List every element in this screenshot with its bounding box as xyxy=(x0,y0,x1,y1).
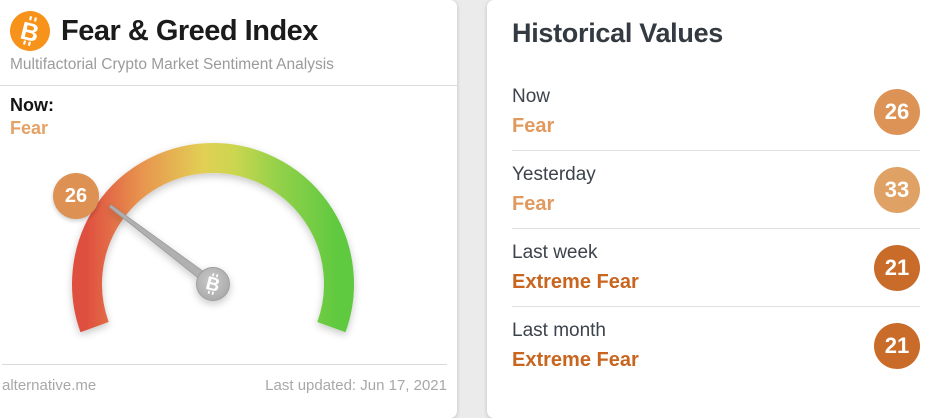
bitcoin-icon: B xyxy=(10,11,50,51)
gauge-hub xyxy=(196,267,230,301)
header-divider xyxy=(0,85,457,86)
svg-text:B: B xyxy=(204,273,222,297)
history-row-yesterday: Yesterday Fear 33 xyxy=(512,151,920,229)
gauge-value-badge: 26 xyxy=(53,173,99,219)
gauge-arc xyxy=(72,143,354,333)
historical-values-title: Historical Values xyxy=(512,18,724,48)
history-period-label: Last week xyxy=(512,241,598,263)
history-classification: Fear xyxy=(512,192,555,215)
historical-values-card: Historical Values Now Fear 26 Yesterday … xyxy=(487,0,937,418)
card-footer: alternative.me Last updated: Jun 17, 202… xyxy=(2,364,447,394)
history-classification: Fear xyxy=(512,114,555,137)
history-row-last-month: Last month Extreme Fear 21 xyxy=(512,307,920,385)
history-value-badge: 21 xyxy=(874,323,920,369)
history-classification: Extreme Fear xyxy=(512,270,639,293)
widget-subtitle: Multifactorial Crypto Market Sentiment A… xyxy=(10,56,334,73)
history-value-badge: 21 xyxy=(874,244,920,291)
bitcoin-hub-icon: B xyxy=(204,273,222,297)
gauge-chart: B xyxy=(72,143,354,333)
history-classification: Extreme Fear xyxy=(512,349,639,371)
history-value-badge: 26 xyxy=(874,88,920,135)
bitcoin-icon-circle xyxy=(10,11,50,51)
now-classification: Fear xyxy=(10,117,49,138)
history-row-now: Now Fear 26 xyxy=(512,73,920,151)
history-row-last-week: Last week Extreme Fear 21 xyxy=(512,229,920,307)
history-period-label: Last month xyxy=(512,320,606,341)
historical-values-list: Now Fear 26 Yesterday Fear 33 Last week … xyxy=(512,73,920,385)
history-period-label: Now xyxy=(512,85,551,107)
last-updated-text: Last updated: Jun 17, 2021 xyxy=(265,377,447,394)
fear-greed-card: B Fear & Greed Index Multifactorial Cryp… xyxy=(0,0,457,418)
source-link[interactable]: alternative.me xyxy=(2,377,97,394)
now-label: Now: xyxy=(10,95,54,115)
history-value-badge: 33 xyxy=(874,166,920,213)
history-period-label: Yesterday xyxy=(512,163,596,185)
widget-title: Fear & Greed Index xyxy=(61,14,318,47)
card-header: B Fear & Greed Index xyxy=(0,0,457,51)
